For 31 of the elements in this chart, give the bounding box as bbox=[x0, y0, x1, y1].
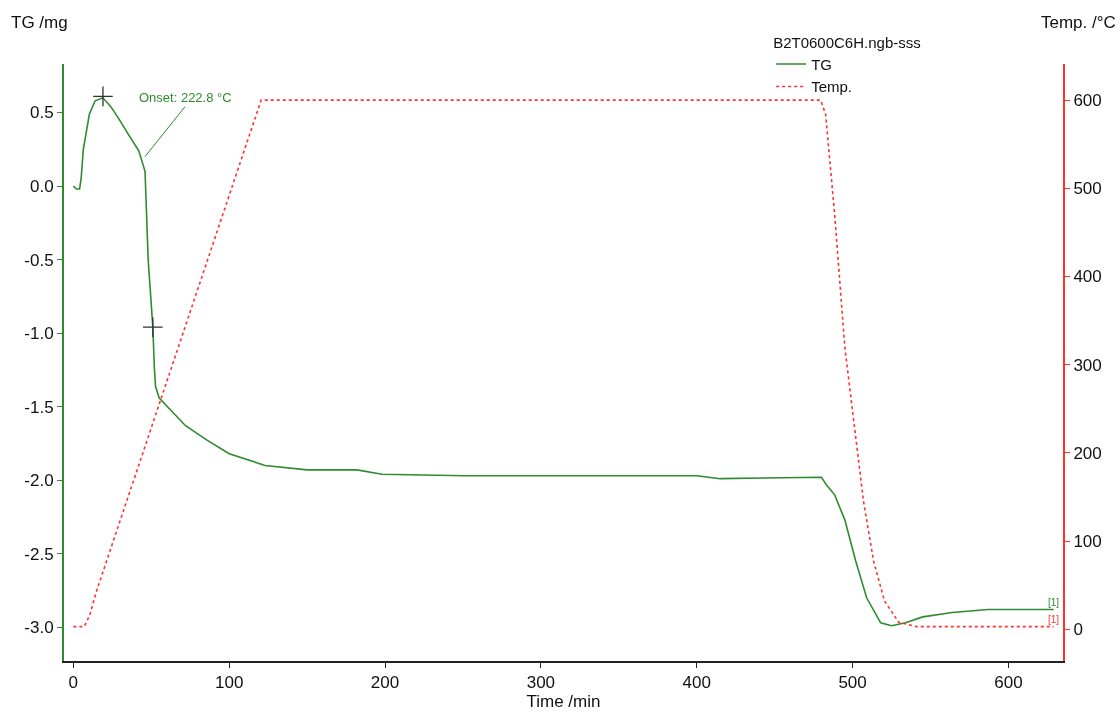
x-tick-label: 300 bbox=[526, 673, 556, 693]
x-tick-label: 600 bbox=[994, 673, 1023, 693]
y-tick-label: -3.0 bbox=[24, 618, 54, 638]
y2-tick-label: 600 bbox=[1073, 91, 1102, 111]
x-tick-label: 200 bbox=[370, 673, 400, 693]
annotation: [1] bbox=[1048, 597, 1060, 608]
y-tick-label: -1.5 bbox=[24, 397, 54, 417]
annotation: [1] bbox=[1048, 614, 1060, 625]
y2-tick-label: 300 bbox=[1073, 355, 1102, 375]
y-tick-label: -0.5 bbox=[24, 250, 54, 270]
x-tick-label: 500 bbox=[838, 673, 867, 693]
x-tick-label: 100 bbox=[215, 673, 244, 693]
legend-title: B2T0600C6H.ngb-sss bbox=[773, 33, 921, 51]
y2-axis-title: Temp. /°C bbox=[1041, 13, 1116, 32]
y2-tick-label: 0 bbox=[1073, 620, 1083, 640]
y2-tick-label: 100 bbox=[1073, 532, 1102, 552]
y-tick-label: -2.5 bbox=[24, 544, 54, 564]
y2-tick-label: 500 bbox=[1073, 179, 1102, 199]
y-tick-label: 0.0 bbox=[29, 177, 54, 196]
x-axis-title: Time /min bbox=[526, 692, 601, 712]
y-tick-label: -1.0 bbox=[24, 324, 54, 344]
y-axis-title: TG /mg bbox=[11, 13, 68, 32]
annotation: Onset: 222.8 °C bbox=[139, 90, 232, 105]
x-tick-label: 400 bbox=[682, 673, 711, 693]
y-tick-label: -2.0 bbox=[24, 471, 54, 491]
y2-tick-label: 400 bbox=[1073, 267, 1102, 287]
x-tick-label: 0 bbox=[68, 673, 79, 693]
y-tick-label: 0.5 bbox=[29, 103, 54, 123]
y2-tick-label: 200 bbox=[1073, 443, 1102, 463]
legend-label: TG bbox=[811, 55, 832, 73]
legend-label: Temp. bbox=[811, 78, 852, 96]
